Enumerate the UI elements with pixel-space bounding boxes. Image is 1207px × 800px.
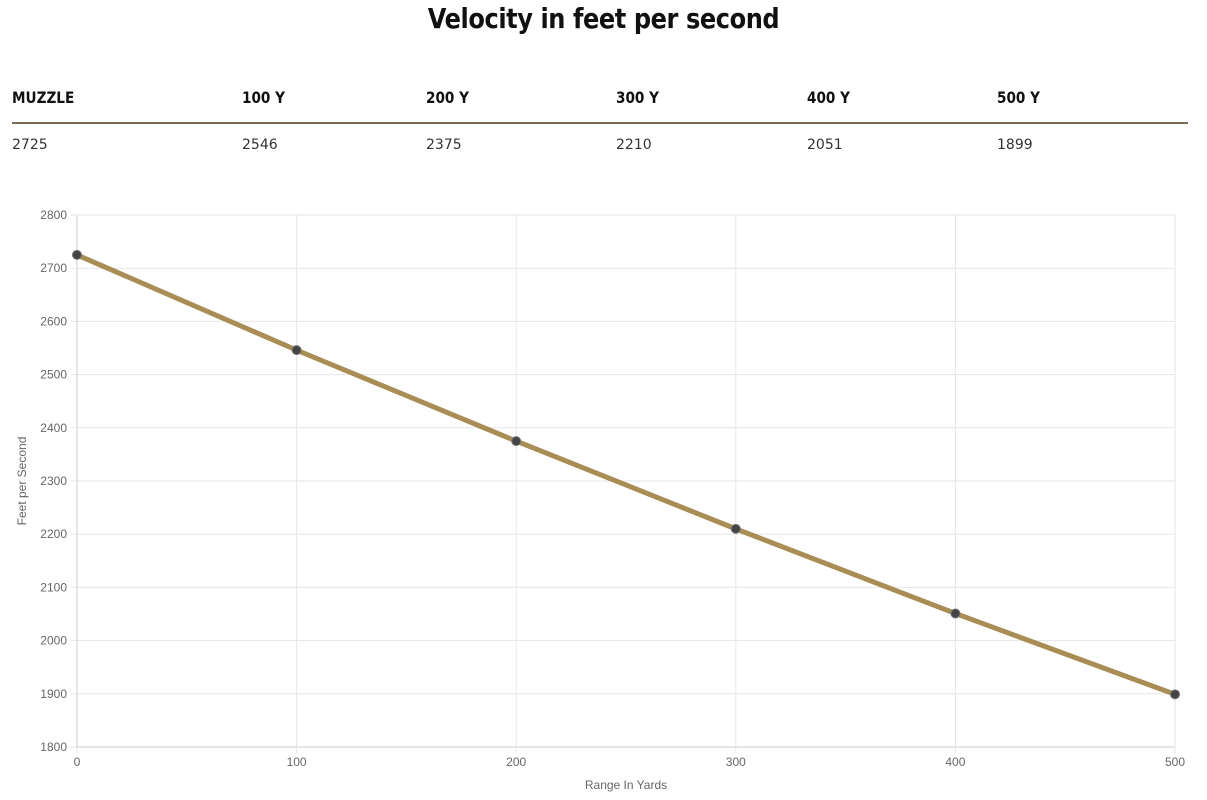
y-tick-label: 2200 [40,527,67,541]
y-tick-label: 2100 [40,580,67,594]
header-400y: 400 Y [807,88,850,107]
velocity-chart: 1800190020002100220023002400250026002700… [15,208,1185,792]
header-200y: 200 Y [426,88,469,107]
table-value-row: 2725 2546 2375 2210 2051 1899 [12,124,1188,164]
grid [76,214,1176,748]
data-point[interactable] [511,436,522,447]
header-300y: 300 Y [616,88,659,107]
header-100y: 100 Y [242,88,285,107]
y-tick-label: 2700 [40,261,67,275]
axis-labels: Range In Yards Feet per Second [15,437,667,792]
value-500y: 1899 [997,137,1033,153]
axes: 1800190020002100220023002400250026002700… [40,208,1185,769]
velocity-table: MUZZLE 100 Y 200 Y 300 Y 400 Y 500 Y 272… [12,78,1188,164]
x-tick-label: 0 [74,755,81,769]
y-tick-label: 2000 [40,634,67,648]
value-400y: 2051 [807,137,843,153]
value-100y: 2546 [242,137,278,153]
header-muzzle: MUZZLE [12,88,75,107]
y-tick-label: 1900 [40,687,67,701]
table-header-row: MUZZLE 100 Y 200 Y 300 Y 400 Y 500 Y [12,78,1188,124]
x-tick-label: 100 [287,755,307,769]
value-300y: 2210 [616,137,652,153]
x-tick-label: 200 [506,755,526,769]
x-axis-title: Range In Yards [585,778,667,792]
header-500y: 500 Y [997,88,1040,107]
value-muzzle: 2725 [12,137,48,153]
value-200y: 2375 [426,137,462,153]
page-title: Velocity in feet per second [427,2,780,35]
x-tick-label: 300 [726,755,746,769]
y-tick-label: 2400 [40,421,67,435]
y-tick-label: 2600 [40,314,67,328]
y-tick-label: 2500 [40,368,67,382]
x-tick-label: 400 [945,755,965,769]
data-point[interactable] [1170,689,1180,700]
data-point[interactable] [730,523,741,534]
series-line [74,252,1178,697]
data-point[interactable] [72,249,82,260]
data-point[interactable] [291,345,302,356]
y-tick-label: 1800 [40,740,67,754]
y-tick-label: 2800 [40,208,67,222]
y-axis-title: Feet per Second [15,437,29,526]
x-tick-label: 500 [1165,755,1185,769]
y-tick-label: 2300 [40,474,67,488]
data-point[interactable] [950,608,961,619]
series [72,249,1180,700]
